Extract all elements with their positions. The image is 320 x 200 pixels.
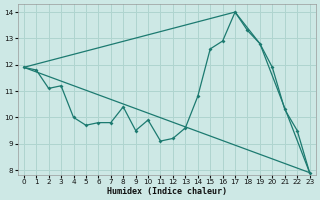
X-axis label: Humidex (Indice chaleur): Humidex (Indice chaleur) xyxy=(107,187,227,196)
